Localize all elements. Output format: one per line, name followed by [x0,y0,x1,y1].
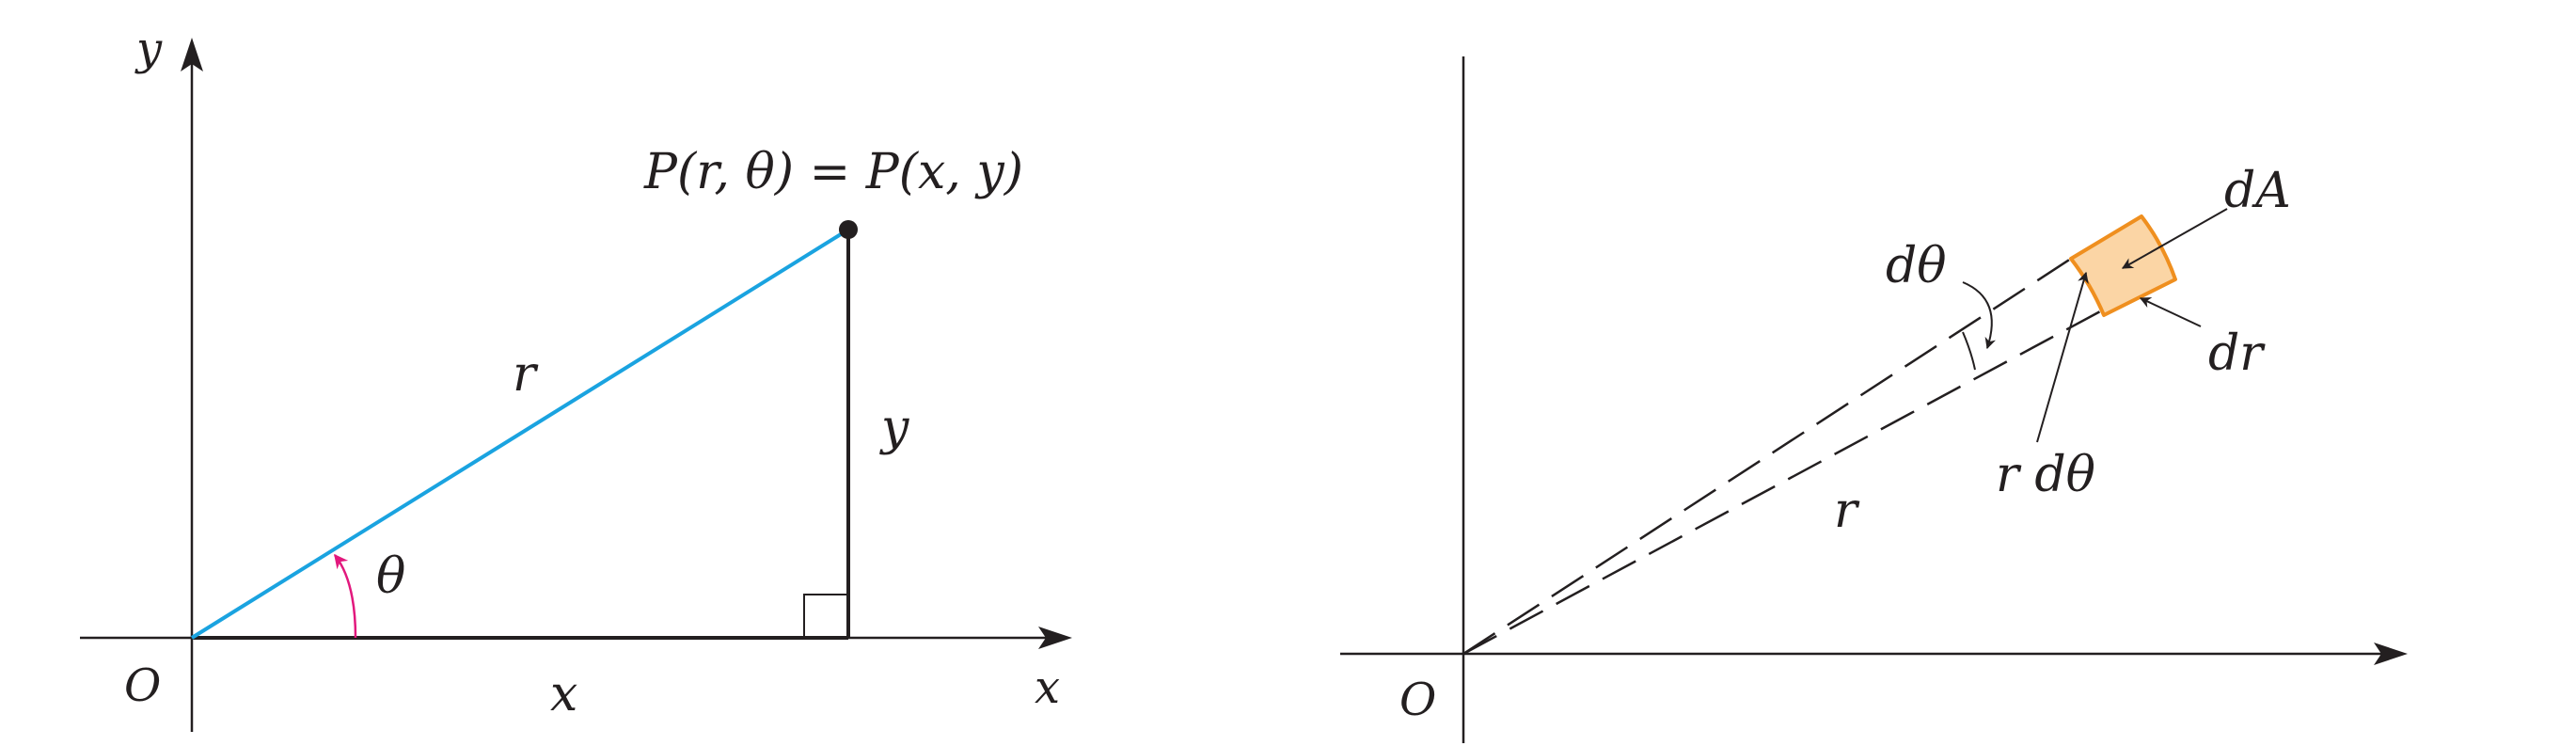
left-x-axis-arrowhead [1038,627,1072,649]
right-origin-label: O [1399,674,1436,726]
radius-label: r [513,346,539,403]
left-x-axis-label: x [1035,661,1060,714]
left-diagram: y x O P(r, θ) = P(x, y) r y x θ [80,23,1072,732]
right-x-axis-arrowhead [2374,643,2408,665]
angle-label: θ [376,548,405,605]
dtheta-label: dθ [1886,238,1947,294]
point-p [839,220,858,239]
right-angle-mark [803,594,848,638]
rdtheta-pointer [2036,271,2089,443]
left-y-axis-label: y [134,23,163,75]
dtheta-arc [1962,331,1976,371]
angle-arc [334,553,357,639]
radius-line [190,228,850,640]
right-radius-label: r [1834,483,1860,539]
lower-ray [1462,309,2103,656]
vertical-leg-label: y [879,400,909,456]
point-label: P(r, θ) = P(x, y) [643,144,1023,200]
rdtheta-label: r dθ [1996,447,2095,503]
area-element [2069,214,2177,317]
upper-ray [1462,255,2075,656]
dtheta-pointer [1962,281,1997,350]
horizontal-leg-label: x [550,666,577,722]
dr-label: dr [2208,325,2266,382]
dA-pointer [2121,208,2228,269]
dA-label: dA [2224,163,2291,219]
left-y-axis-arrowhead [181,38,203,71]
dr-pointer [2139,297,2202,327]
left-origin-label: O [124,659,161,712]
right-diagram: O dθ dA dr r dθ r [1340,56,2408,743]
